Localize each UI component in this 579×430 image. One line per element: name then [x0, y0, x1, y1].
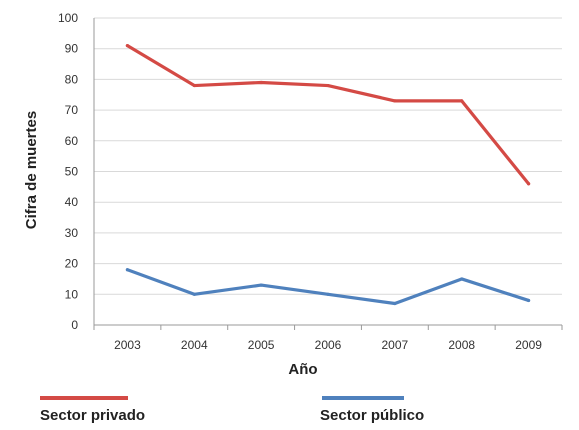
y-axis-title: Cifra de muertes [23, 111, 40, 229]
y-tick-label: 0 [71, 318, 78, 332]
data-point [393, 99, 397, 103]
y-tick-label: 20 [65, 257, 79, 271]
data-point [460, 99, 464, 103]
x-tick-label: 2003 [114, 338, 141, 352]
x-axis-title: Año [288, 361, 317, 378]
y-tick-label: 80 [65, 72, 79, 86]
x-tick-labels: 2003 2004 2005 2006 2007 2008 2009 [93, 325, 563, 352]
y-tick-label: 30 [65, 226, 79, 240]
x-tick-label: 2004 [181, 338, 208, 352]
data-point [192, 83, 196, 88]
series-line-0 [125, 44, 531, 186]
series-lines [125, 44, 531, 306]
data-point [326, 292, 330, 296]
x-tick-label: 2009 [515, 338, 542, 352]
legend: Sector privado Sector público [40, 396, 424, 424]
y-tick-label: 70 [65, 103, 79, 117]
x-tick-label: 2006 [315, 338, 342, 352]
data-point [393, 301, 397, 306]
data-point [259, 283, 263, 287]
data-point [460, 277, 464, 281]
data-point [526, 182, 531, 186]
data-point [192, 292, 196, 296]
y-tick-label: 40 [65, 195, 79, 209]
y-tick-label: 50 [65, 165, 79, 179]
x-tick-label: 2007 [382, 338, 409, 352]
series-line-1 [125, 268, 531, 306]
legend-label-sector-publico: Sector público [320, 407, 424, 424]
data-point [526, 298, 531, 303]
y-tick-labels: 0 10 20 30 40 50 60 70 80 90 100 [58, 11, 78, 332]
data-point [125, 268, 130, 272]
data-point [259, 80, 263, 85]
data-point [125, 44, 130, 48]
x-tick-label: 2008 [448, 338, 475, 352]
y-tick-label: 100 [58, 11, 78, 25]
y-tick-label: 60 [65, 134, 79, 148]
y-tick-label: 10 [65, 287, 79, 301]
legend-label-sector-privado: Sector privado [40, 407, 145, 424]
x-tick-label: 2005 [248, 338, 275, 352]
grid-lines [94, 17, 562, 295]
data-point [326, 83, 330, 88]
y-tick-label: 90 [65, 42, 79, 56]
axes [93, 18, 562, 326]
